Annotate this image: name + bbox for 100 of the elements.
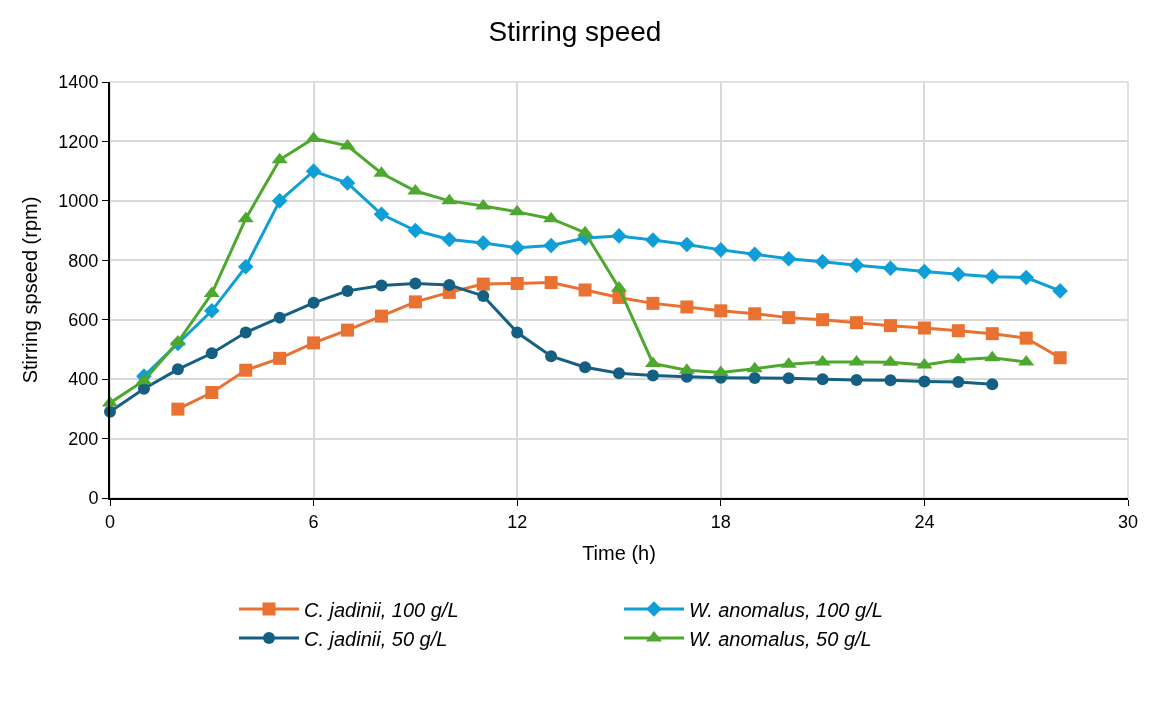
point	[409, 277, 422, 290]
point	[816, 373, 829, 386]
point	[307, 336, 321, 350]
point	[613, 367, 625, 380]
y-tick-label: 1400	[58, 72, 99, 93]
point	[374, 309, 388, 323]
legend-label: W. anomalus, 50 g/L	[689, 627, 872, 650]
point	[1053, 351, 1067, 365]
point	[645, 232, 661, 248]
y-tick-label: 1000	[58, 191, 99, 212]
point	[341, 284, 354, 297]
point	[408, 295, 422, 309]
point	[816, 313, 830, 327]
point	[171, 363, 184, 376]
y-tick-label: 400	[68, 369, 99, 390]
point	[916, 357, 933, 369]
point	[782, 372, 795, 385]
point	[477, 289, 490, 302]
point	[475, 198, 492, 210]
point	[916, 263, 933, 280]
point	[205, 386, 219, 400]
point	[850, 316, 864, 330]
point	[441, 231, 458, 248]
point	[339, 138, 356, 150]
point	[646, 369, 659, 382]
point	[305, 163, 322, 179]
point	[239, 326, 252, 339]
point	[578, 283, 592, 297]
point	[1018, 269, 1034, 286]
point	[509, 240, 525, 256]
point	[1018, 354, 1035, 366]
point	[203, 286, 220, 298]
point	[271, 193, 288, 209]
y-tick-label: 200	[68, 428, 99, 449]
point	[713, 242, 729, 258]
point	[952, 376, 965, 389]
point	[273, 351, 287, 365]
point	[746, 246, 763, 263]
point	[341, 323, 355, 337]
point	[780, 251, 797, 267]
point	[848, 257, 865, 274]
legend-label: C. jadinii, 50 g/L	[304, 627, 448, 650]
x-tick-label: 18	[710, 511, 731, 532]
point	[918, 375, 931, 388]
y-tick-label: 800	[68, 250, 99, 271]
legend-label: C. jadinii, 100 g/L	[304, 598, 459, 621]
point	[814, 354, 831, 366]
point	[543, 237, 559, 254]
point	[714, 304, 728, 318]
point	[339, 175, 356, 191]
y-tick-label: 0	[88, 488, 99, 509]
point	[984, 268, 1001, 285]
x-axis-title: Time (h)	[582, 541, 656, 564]
point	[205, 347, 218, 360]
point	[509, 204, 526, 216]
point	[950, 352, 967, 364]
point	[407, 222, 424, 239]
point	[986, 378, 999, 391]
point	[307, 296, 320, 309]
x-tick-label: 6	[308, 511, 319, 532]
point	[579, 361, 592, 374]
point	[882, 260, 899, 277]
point	[712, 365, 729, 377]
point	[950, 266, 967, 283]
point	[884, 374, 897, 387]
point	[510, 276, 524, 290]
x-tick-label: 24	[914, 511, 935, 532]
point	[984, 350, 1001, 362]
chart-title: Stirring speed	[488, 15, 662, 47]
point	[951, 324, 965, 338]
point	[985, 327, 999, 341]
point	[237, 259, 254, 275]
point	[511, 326, 524, 339]
point	[1019, 331, 1033, 345]
point	[748, 371, 761, 384]
point	[239, 363, 253, 377]
point	[373, 206, 390, 223]
y-axis-title: Stirring spseed (rpm)	[19, 196, 42, 384]
point	[171, 402, 185, 416]
point	[476, 277, 490, 291]
point	[544, 276, 558, 290]
point	[475, 235, 492, 251]
point	[917, 321, 931, 335]
point	[679, 236, 695, 253]
point	[543, 211, 560, 223]
point	[375, 279, 388, 292]
point	[748, 307, 762, 321]
point	[441, 193, 458, 205]
point	[1052, 283, 1068, 299]
point	[782, 311, 796, 325]
legend-label: W. anomalus, 100 g/L	[689, 598, 883, 621]
point	[814, 253, 831, 270]
point	[271, 152, 288, 164]
point	[443, 278, 456, 291]
point	[611, 228, 627, 244]
x-tick-label: 0	[104, 511, 116, 532]
point	[237, 211, 254, 223]
point	[545, 350, 558, 363]
x-tick-label: 12	[507, 511, 528, 532]
point	[273, 311, 286, 324]
